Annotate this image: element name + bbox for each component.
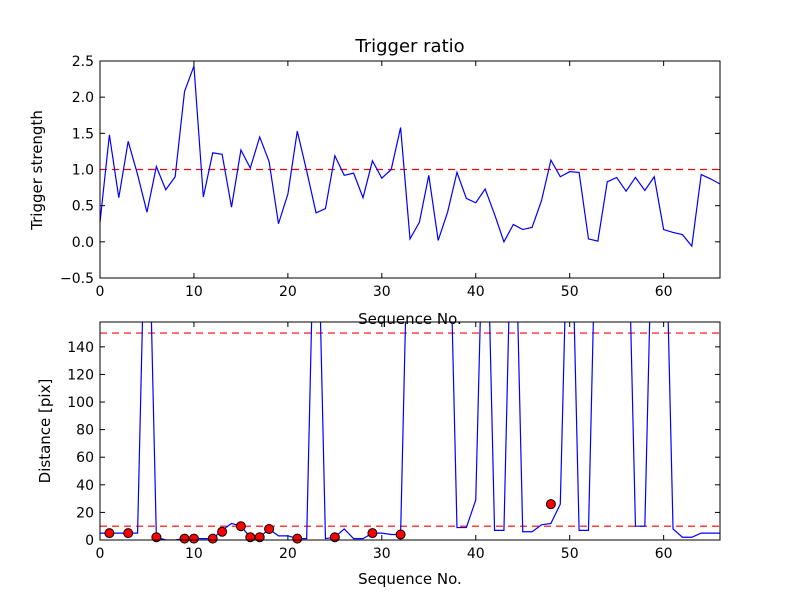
y-tick-label: 0.0 — [72, 235, 94, 251]
series-line — [99, 65, 721, 248]
x-tick-label: 20 — [279, 284, 297, 300]
data-point — [188, 533, 199, 544]
data-point — [395, 529, 406, 540]
y-tick-label: 0.5 — [72, 199, 94, 215]
y-tick-label: 140 — [67, 340, 94, 356]
data-point — [264, 523, 275, 534]
y-tick-label: 40 — [76, 478, 94, 494]
x-tick-label: 60 — [655, 284, 673, 300]
x-axis-label: Sequence No. — [358, 570, 462, 588]
x-tick-label: 30 — [373, 546, 391, 562]
x-tick-label: 0 — [96, 546, 105, 562]
x-tick-label: 50 — [561, 546, 579, 562]
trigger-ratio-chart: Trigger ratio Trigger strength Sequence … — [28, 36, 721, 328]
x-tick-label: 20 — [279, 546, 297, 562]
x-axis-label: Sequence No. — [358, 310, 462, 328]
y-tick-label: 60 — [76, 450, 94, 466]
data-point — [151, 532, 162, 543]
y-tick-label: 2.5 — [72, 54, 94, 70]
x-tick-label: 50 — [561, 284, 579, 300]
data-point — [292, 533, 303, 544]
y-axis-label: Distance [pix] — [36, 379, 54, 484]
data-point — [179, 533, 190, 544]
y-tick-label: 0 — [85, 533, 94, 549]
plot-frame — [99, 321, 721, 541]
x-tick-label: 0 — [96, 284, 105, 300]
y-tick-label: −0.5 — [60, 271, 94, 287]
x-tick-label: 10 — [185, 546, 203, 562]
data-point — [367, 528, 378, 539]
x-tick-label: 30 — [373, 284, 391, 300]
data-point — [545, 499, 556, 510]
data-point — [123, 528, 134, 539]
y-axis-label: Trigger strength — [28, 110, 46, 231]
y-tick-label: 2.0 — [72, 90, 94, 106]
chart-title: Trigger ratio — [354, 36, 464, 57]
x-tick-label: 10 — [185, 284, 203, 300]
reference-lines — [100, 332, 720, 527]
y-tick-label: 1.0 — [72, 163, 94, 179]
data-series — [100, 322, 720, 540]
marker-series — [104, 499, 556, 544]
y-tick-label: 100 — [67, 395, 94, 411]
x-tick-label: 60 — [655, 546, 673, 562]
plot-frame — [99, 60, 721, 279]
x-tick-label: 40 — [467, 546, 485, 562]
data-series — [99, 65, 721, 248]
data-point — [104, 528, 115, 539]
data-point — [329, 532, 340, 543]
data-point — [235, 521, 246, 532]
data-point — [254, 532, 265, 543]
axis-ticks: 0 10 20 30 40 50 60 0 20 40 60 80 100 120 140 — [67, 322, 720, 562]
axis-ticks: 0 10 20 30 40 50 60 −0.5 0.0 0.5 1.0 1.5 2.0 2.5 — [60, 54, 720, 300]
y-tick-label: 120 — [67, 367, 94, 383]
distance-chart: Distance [pix] Sequence No. 0 10 20 30 40 50 6… — [36, 321, 721, 588]
y-tick-label: 80 — [76, 423, 94, 439]
data-point — [217, 526, 228, 537]
data-point — [207, 533, 218, 544]
series-line — [100, 322, 720, 540]
y-tick-label: 20 — [76, 505, 94, 521]
x-tick-label: 40 — [467, 284, 485, 300]
y-tick-label: 1.5 — [72, 126, 94, 142]
